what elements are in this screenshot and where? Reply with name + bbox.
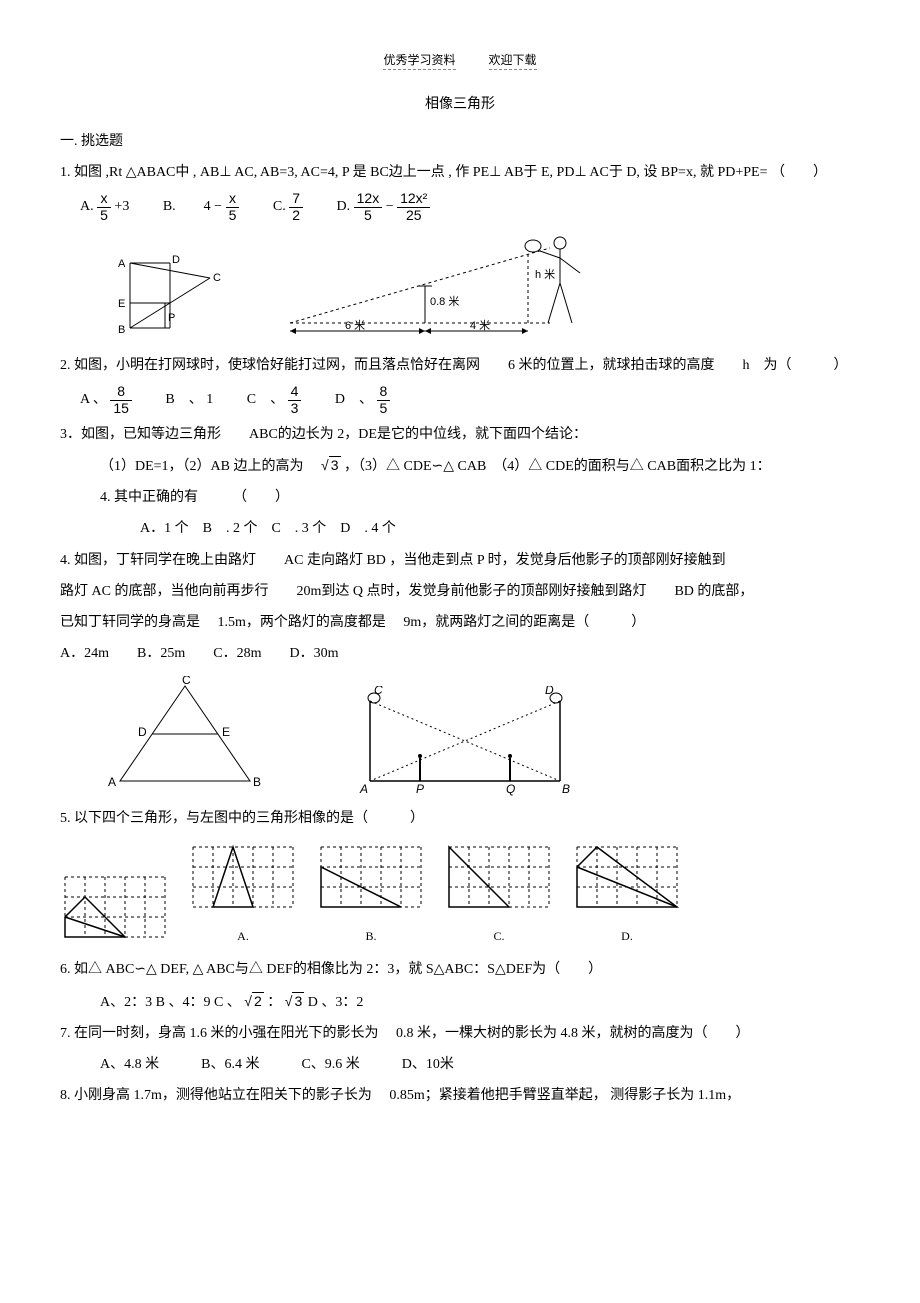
- q5-grid-A-wrap: A.: [188, 842, 298, 948]
- q1-optB: B. 4 − x5: [163, 191, 240, 223]
- sqrt-icon: √2: [244, 989, 263, 1014]
- svg-text:B: B: [562, 782, 570, 796]
- q5-label-C: C.: [444, 926, 554, 948]
- q2-optB: B 、 1: [165, 387, 213, 412]
- q5-label-A: A.: [188, 926, 298, 948]
- q4-options: A．24m B．25m C．28m D．30m: [60, 641, 860, 666]
- question-7: 7. 在同一时刻，身高 1.6 米的小强在阳光下的影长为 0.8 米，一棵大树的…: [60, 1021, 860, 1046]
- q1-fig-tennis: 0.8 米 h 米 6 米 4 米: [270, 233, 610, 343]
- q1-optC: C. 72: [273, 191, 303, 223]
- q5-label-B: B.: [316, 926, 426, 948]
- svg-text:D: D: [545, 686, 554, 697]
- svg-text:C: C: [374, 686, 383, 697]
- q2-optD: D 、 85: [335, 384, 390, 416]
- q5-label-D: D.: [572, 926, 682, 948]
- question-4-line2: 路灯 AC 的底部，当他向前再步行 20m到达 Q 点时，发觉身前他影子的顶部刚…: [60, 579, 860, 604]
- q1-text: 1. 如图 ,Rt △ABAC中 , AB⊥ AC, AB=3, AC=4, P…: [60, 165, 827, 180]
- question-4-line3: 已知丁轩同学的身高是 1.5m，两个路灯的高度都是 9m，就两路灯之间的距离是（…: [60, 610, 860, 635]
- question-2: 2. 如图，小明在打网球时，使球恰好能打过网，而且落点恰好在离网 6 米的位置上…: [60, 353, 860, 378]
- q5-grid-A: [188, 842, 298, 917]
- svg-text:B: B: [253, 775, 261, 789]
- q1-fig-triangle: A B C D E P: [110, 253, 240, 343]
- sqrt-icon: √3: [285, 989, 304, 1014]
- svg-text:0.8 米: 0.8 米: [430, 295, 459, 308]
- svg-text:A: A: [108, 775, 116, 789]
- svg-text:A: A: [359, 782, 368, 796]
- page-header: 优秀学习资料 欢迎下载: [60, 50, 860, 72]
- q5-grid-D: [572, 842, 682, 917]
- q2-options: A 、 815 B 、 1 C 、 43 D 、 85: [80, 384, 860, 416]
- question-8: 8. 小刚身高 1.7m，测得他站立在阳关下的影子长为 0.85m；紧接着他把手…: [60, 1083, 860, 1108]
- svg-text:C: C: [182, 676, 191, 687]
- svg-text:E: E: [222, 725, 230, 739]
- q2-optC: C 、 43: [247, 384, 302, 416]
- question-3-line1: 3．如图，已知等边三角形 ABC的边长为 2，DE是它的中位线，就下面四个结论：: [60, 422, 860, 447]
- doc-title: 相像三角形: [60, 92, 860, 117]
- q5-grid-D-wrap: D.: [572, 842, 682, 948]
- q1-optA: A. x5 +3: [80, 191, 129, 223]
- q6-options: A、2：3 B 、4：9 C 、 √2 ： √3 D 、3：2: [100, 989, 860, 1015]
- question-5: 5. 以下四个三角形，与左图中的三角形相像的是（ ）: [60, 806, 860, 831]
- q4-figures: C A B D E A B C D P Q: [100, 676, 860, 796]
- svg-text:E: E: [118, 298, 125, 310]
- q4-fig-triangle: C A B D E: [100, 676, 270, 796]
- q4-fig-lights: A B C D P Q: [350, 686, 580, 796]
- svg-text:D: D: [172, 254, 180, 266]
- svg-text:A: A: [118, 258, 126, 270]
- question-1: 1. 如图 ,Rt △ABAC中 , AB⊥ AC, AB=3, AC=4, P…: [60, 160, 860, 185]
- q5-grid-ref: [60, 872, 170, 947]
- q5-grid-C-wrap: C.: [444, 842, 554, 948]
- section-heading: 一. 挑选题: [60, 129, 860, 154]
- svg-text:B: B: [118, 324, 125, 336]
- q3-options: A．1 个 B . 2 个 C . 3 个 D . 4 个: [140, 516, 860, 541]
- svg-text:6 米: 6 米: [345, 319, 365, 332]
- svg-text:D: D: [138, 725, 147, 739]
- q1-optD: D. 12x5 − 12x²25: [337, 191, 431, 223]
- svg-text:4 米: 4 米: [470, 319, 490, 332]
- svg-text:C: C: [213, 272, 221, 284]
- q5-grid-B-wrap: B.: [316, 842, 426, 948]
- question-6: 6. 如△ ABC∽△ DEF, △ ABC与△ DEF的相像比为 2：3，就 …: [60, 957, 860, 982]
- q5-grid-B: [316, 842, 426, 917]
- sqrt-icon: √3: [321, 453, 340, 478]
- question-4-line1: 4. 如图，丁轩同学在晚上由路灯 AC 走向路灯 BD ，当他走到点 P 时，发…: [60, 548, 860, 573]
- header-left: 优秀学习资料: [383, 53, 455, 70]
- q1-figures: A B C D E P 0.8 米 h 米 6 米 4 米: [110, 233, 860, 343]
- q7-options: A、4.8 米 B、6.4 米 C、9.6 米 D、10米: [100, 1052, 860, 1077]
- svg-text:P: P: [168, 312, 175, 324]
- svg-text:Q: Q: [506, 782, 515, 796]
- question-3-line2: （1）DE=1，（2）AB 边上的高为 √3 ，（3）△ CDE∽△ CAB （…: [100, 453, 860, 479]
- q5-grids: A. B. C. D.: [60, 842, 860, 948]
- svg-text:h 米: h 米: [535, 268, 555, 281]
- q2-optA: A 、 815: [80, 384, 132, 416]
- header-right: 欢迎下载: [489, 53, 537, 70]
- question-3-line3: 4. 其中正确的有 （ ）: [100, 485, 860, 510]
- q5-grid-C: [444, 842, 554, 917]
- q1-options: A. x5 +3 B. 4 − x5 C. 72 D. 12x5 − 12x²2…: [80, 191, 860, 223]
- svg-text:P: P: [416, 782, 424, 796]
